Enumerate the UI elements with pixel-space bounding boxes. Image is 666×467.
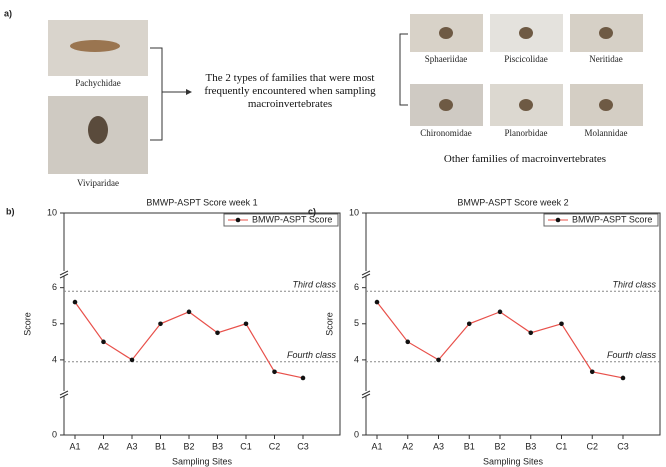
family-label: Pachychidae	[75, 78, 120, 88]
x-axis-label: Sampling Sites	[483, 456, 544, 466]
legend-box	[543, 213, 659, 227]
x-tick-label: C1	[240, 441, 252, 451]
caption: Other families of macroinvertebrates	[443, 153, 607, 165]
data-point	[243, 321, 249, 327]
specimen	[599, 27, 613, 39]
family-label: Sphaeriidae	[425, 54, 467, 64]
caption: The 2 types of families that were most f…	[204, 72, 376, 110]
data-point	[129, 357, 135, 363]
specimen	[88, 116, 108, 144]
panel-label: a)	[4, 8, 12, 18]
family-label: Chironomidae	[420, 128, 472, 138]
data-point	[300, 375, 306, 381]
family-label: Planorbidae	[505, 128, 548, 138]
reference-label: Third class	[612, 280, 656, 290]
data-point	[101, 339, 106, 345]
y-tick-label: 10	[47, 207, 57, 217]
family-label: Neritidae	[589, 54, 622, 64]
reference-label: Third class	[292, 280, 336, 290]
y-tick-label: 0	[354, 429, 359, 439]
data-point	[497, 309, 503, 315]
x-tick-label: A2	[402, 441, 413, 451]
legend-label: BMWP-ASPT Score	[572, 214, 652, 224]
data-point	[528, 330, 534, 336]
specimen	[439, 99, 453, 111]
y-tick-label: 5	[354, 318, 359, 328]
data-point	[215, 330, 220, 336]
x-tick-label: C2	[586, 441, 598, 451]
specimen	[599, 99, 613, 111]
specimen	[519, 27, 533, 39]
x-tick-label: B1	[155, 441, 166, 451]
legend-box	[223, 213, 339, 227]
chart-title: BMWP-ASPT Score week 1	[146, 197, 257, 207]
x-tick-label: A3	[126, 441, 137, 451]
panel-label: b)	[6, 206, 15, 216]
panel-label: c)	[308, 206, 316, 216]
y-tick-label: 6	[52, 282, 57, 292]
x-tick-label: A3	[433, 441, 444, 451]
legend-marker	[555, 217, 561, 223]
legend-label: BMWP-ASPT Score	[252, 214, 332, 224]
plot-area	[365, 212, 661, 436]
x-tick-label: B2	[494, 441, 505, 451]
data-point	[589, 369, 595, 375]
axis-break	[361, 390, 371, 399]
x-tick-label: A1	[371, 441, 382, 451]
x-tick-label: A1	[69, 441, 80, 451]
reference-label: Fourth class	[287, 350, 337, 360]
data-point	[405, 339, 411, 345]
y-tick-label: 4	[354, 354, 359, 364]
data-point	[374, 299, 380, 305]
arrow	[186, 89, 192, 95]
x-tick-label: C1	[556, 441, 568, 451]
axis-break	[59, 390, 69, 399]
specimen	[519, 99, 533, 111]
y-axis-label: Score	[22, 312, 32, 336]
x-tick-label: B1	[464, 441, 475, 451]
data-point	[436, 357, 441, 363]
data-point	[72, 299, 78, 305]
family-label: Molannidae	[585, 128, 628, 138]
x-tick-label: B2	[183, 441, 194, 451]
plot-area	[63, 212, 341, 436]
y-tick-label: 6	[354, 282, 359, 292]
axis-break	[361, 270, 371, 279]
x-tick-label: B3	[212, 441, 223, 451]
x-tick-label: A2	[98, 441, 109, 451]
y-tick-label: 4	[52, 354, 57, 364]
x-tick-label: C3	[297, 441, 309, 451]
y-tick-label: 10	[349, 207, 359, 217]
x-tick-label: C2	[269, 441, 281, 451]
y-tick-label: 5	[52, 318, 57, 328]
x-axis-label: Sampling Sites	[172, 456, 233, 466]
data-point	[559, 321, 564, 327]
legend-marker	[235, 217, 241, 223]
data-point	[466, 321, 472, 327]
family-label: Viviparidae	[77, 178, 119, 188]
axis-break	[59, 270, 69, 279]
bracket	[399, 33, 408, 106]
family-label: Piscicolidae	[504, 54, 548, 64]
data-point	[620, 375, 626, 381]
data-point	[186, 309, 192, 315]
y-axis-label: Score	[324, 312, 334, 336]
x-tick-label: B3	[525, 441, 536, 451]
y-tick-label: 0	[52, 429, 57, 439]
chart-title: BMWP-ASPT Score week 2	[457, 197, 568, 207]
specimen	[70, 40, 120, 52]
data-point	[158, 321, 163, 327]
bracket	[150, 47, 186, 141]
reference-label: Fourth class	[607, 350, 657, 360]
x-tick-label: C3	[617, 441, 629, 451]
data-point	[272, 369, 277, 375]
specimen	[439, 27, 453, 39]
